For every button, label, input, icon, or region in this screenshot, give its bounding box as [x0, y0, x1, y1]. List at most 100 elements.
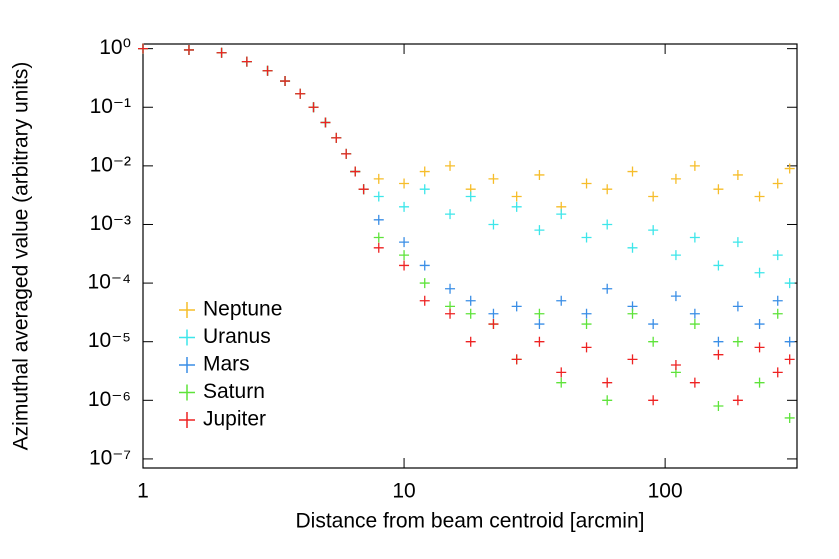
point [602, 283, 613, 294]
point [511, 354, 522, 365]
point [784, 163, 795, 174]
point [373, 232, 384, 243]
legend-marker [179, 412, 195, 428]
point [627, 354, 638, 365]
point [602, 184, 613, 195]
legend-label: Mars [203, 353, 250, 376]
point [732, 301, 743, 312]
point [373, 214, 384, 225]
point [581, 308, 592, 319]
point [534, 169, 545, 180]
point [280, 76, 291, 87]
point [341, 148, 352, 159]
point [581, 232, 592, 243]
point [648, 395, 659, 406]
point [419, 166, 430, 177]
point [772, 178, 783, 189]
point [445, 160, 456, 171]
point [511, 301, 522, 312]
point [713, 184, 724, 195]
point [772, 308, 783, 319]
y-tick-label: 10⁰ [99, 36, 131, 59]
point [373, 242, 384, 253]
point [581, 319, 592, 330]
point [784, 336, 795, 347]
point [754, 342, 765, 353]
point [445, 308, 456, 319]
point [581, 342, 592, 353]
point [138, 43, 148, 54]
point [689, 377, 700, 388]
point [358, 184, 369, 195]
y-tick-label: 10⁻⁷ [89, 446, 131, 469]
point [556, 209, 567, 220]
point [732, 336, 743, 347]
legend-label: Uranus [203, 325, 271, 348]
y-tick-label: 10⁻³ [90, 212, 131, 235]
point [399, 237, 410, 248]
point [465, 336, 476, 347]
point [399, 201, 410, 212]
point [784, 354, 795, 365]
point [350, 166, 361, 177]
point [648, 319, 659, 330]
point [373, 173, 384, 184]
point [754, 191, 765, 202]
point [534, 319, 545, 330]
x-tick-label: 100 [648, 480, 683, 503]
point [670, 250, 681, 261]
legend-marker [179, 302, 195, 318]
y-tick-label: 10⁻¹ [90, 95, 131, 118]
point [670, 173, 681, 184]
point [534, 225, 545, 236]
y-tick-label: 10⁻⁶ [88, 388, 131, 411]
point [754, 319, 765, 330]
point [689, 319, 700, 330]
point [713, 349, 724, 360]
point [445, 209, 456, 220]
point [772, 250, 783, 261]
point [556, 367, 567, 378]
point [488, 319, 499, 330]
point [713, 260, 724, 271]
point [772, 295, 783, 306]
point [732, 395, 743, 406]
legend-label: Jupiter [203, 408, 266, 431]
point [419, 260, 430, 271]
point [241, 56, 252, 67]
point [465, 191, 476, 202]
y-tick-label: 10⁻² [90, 153, 131, 176]
point [331, 132, 342, 143]
y-tick-label: 10⁻⁵ [88, 329, 131, 352]
point [627, 308, 638, 319]
point [689, 308, 700, 319]
point [732, 237, 743, 248]
point [419, 184, 430, 195]
point [602, 395, 613, 406]
point [465, 308, 476, 319]
point [670, 360, 681, 371]
point [670, 291, 681, 302]
point [754, 267, 765, 278]
point [581, 178, 592, 189]
point [262, 65, 273, 76]
point [713, 336, 724, 347]
point [534, 336, 545, 347]
point [445, 283, 456, 294]
point [399, 260, 410, 271]
point [373, 191, 384, 202]
point [689, 160, 700, 171]
plot-frame [142, 43, 798, 469]
x-tick-label: 10 [392, 480, 415, 503]
point [689, 232, 700, 243]
point [320, 117, 331, 128]
point [295, 88, 306, 99]
point [713, 400, 724, 411]
point [488, 219, 499, 230]
point [399, 178, 410, 189]
point [308, 102, 319, 113]
point [602, 219, 613, 230]
x-tick-label: 1 [137, 480, 149, 503]
